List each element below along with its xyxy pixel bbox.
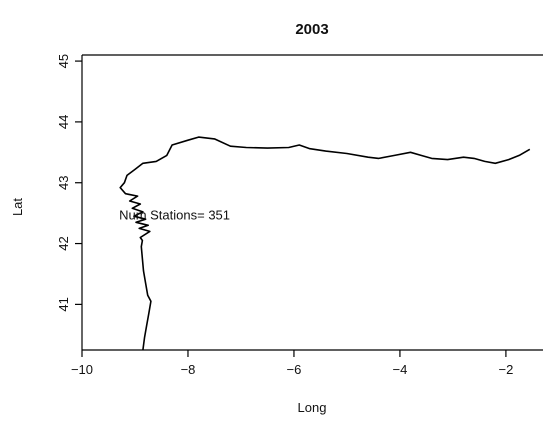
x-axis: −10 −8 −6 −4 −2 <box>71 350 513 377</box>
annotation-group: Num Stations= 351 <box>119 208 230 223</box>
y-axis-title: Lat <box>10 198 25 216</box>
x-tick-label: −4 <box>393 362 408 377</box>
y-tick-label: 45 <box>56 54 71 68</box>
y-tick-label: 42 <box>56 236 71 250</box>
x-tick-label: −2 <box>498 362 513 377</box>
coastline-series-line <box>119 136 531 351</box>
x-tick-label: −8 <box>181 362 196 377</box>
x-tick-label: −6 <box>287 362 302 377</box>
y-tick-label: 43 <box>56 175 71 189</box>
y-tick-label: 41 <box>56 297 71 311</box>
chart-title: 2003 <box>295 21 328 38</box>
plot-frame <box>81 54 543 351</box>
x-axis-title: Long <box>298 400 327 415</box>
num-stations-annotation: Num Stations= 351 <box>119 208 230 223</box>
series-group <box>119 136 531 351</box>
x-tick-label: −10 <box>71 362 93 377</box>
y-axis: 41 42 43 44 45 <box>56 54 82 312</box>
y-tick-label: 44 <box>56 115 71 129</box>
